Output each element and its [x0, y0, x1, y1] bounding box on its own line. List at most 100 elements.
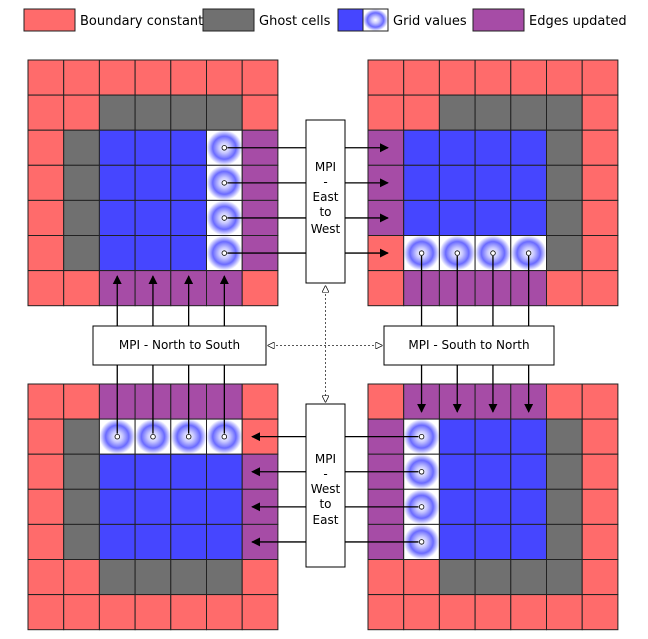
grid-cell — [403, 594, 440, 631]
grid-cell — [98, 59, 136, 96]
grid-cell — [546, 523, 583, 561]
grid-cell — [438, 523, 476, 561]
grid-cell — [27, 59, 65, 96]
grid-value-marker — [418, 469, 425, 475]
grid-cell — [510, 164, 547, 201]
grid-cell — [581, 594, 619, 631]
grid-cell — [134, 129, 172, 166]
grid-cell — [241, 270, 279, 307]
grid-cell — [581, 383, 619, 420]
grid-cell — [63, 199, 100, 236]
grid-cell — [474, 488, 512, 525]
grid-cell — [206, 523, 243, 561]
grid-cell — [98, 453, 136, 490]
grid-cell — [546, 270, 583, 307]
grid-cell — [170, 559, 208, 596]
grid-cell — [134, 488, 172, 525]
grid-cell — [403, 59, 440, 96]
grid-cell — [474, 523, 512, 561]
grid-cell — [474, 94, 512, 131]
grid-cell — [510, 594, 547, 631]
grid-cell — [510, 129, 547, 166]
grid-cell — [581, 59, 619, 96]
legend: Boundary constant Ghost cells Grid value… — [23, 8, 627, 32]
grid-value-marker — [185, 434, 192, 440]
grid-cell — [27, 418, 65, 455]
grid-cell — [206, 59, 243, 96]
grid-value-marker — [454, 250, 460, 256]
grid-cell — [367, 383, 405, 420]
grid-value-marker — [418, 434, 425, 440]
legend-item-ghost: Ghost cells — [202, 8, 331, 32]
grid-cell — [98, 235, 136, 272]
legend-swatch-grid — [337, 8, 364, 32]
grid-cell — [367, 559, 405, 596]
grid-value-marker — [418, 504, 425, 510]
legend-item-edge: Edges updated — [472, 8, 627, 32]
grid-cell — [27, 594, 65, 631]
grid-cell — [474, 164, 512, 201]
grid-cell — [98, 94, 136, 131]
legend-label-grid: Grid values — [393, 14, 467, 29]
grid-cell — [546, 199, 583, 236]
grid-cell — [581, 523, 619, 561]
mpi-box-ew-line-4: to — [319, 205, 331, 219]
grid-cell — [546, 418, 583, 455]
grid-cell — [170, 199, 208, 236]
grid-cell — [63, 270, 100, 307]
grid-value-marker — [525, 250, 532, 256]
grid-cell — [367, 594, 405, 631]
grid-cell — [98, 164, 136, 201]
grid-cell — [438, 453, 476, 490]
grid-cell — [241, 594, 279, 631]
grid-cell — [63, 235, 100, 272]
grid-cell — [438, 199, 476, 236]
grid-value-marker — [221, 215, 227, 221]
grid-cell — [63, 383, 100, 420]
grid-cell — [438, 164, 476, 201]
grid-cell — [27, 453, 65, 490]
mpi-box-we-line-2: - — [323, 467, 327, 481]
grid-cell — [367, 59, 405, 96]
grid-cell — [438, 94, 476, 131]
grid-cell — [170, 94, 208, 131]
grid-cell — [63, 559, 100, 596]
grid-cell — [403, 164, 440, 201]
grid-cell — [510, 523, 547, 561]
grid-cell — [546, 235, 583, 272]
grid-cell — [170, 164, 208, 201]
grid-cell — [134, 559, 172, 596]
grid-cell — [474, 559, 512, 596]
mpi-box-ew-line-2: - — [323, 175, 327, 189]
grid-cell — [510, 59, 547, 96]
grid-cell — [546, 594, 583, 631]
grid-cell — [206, 488, 243, 525]
grid-cell — [474, 59, 512, 96]
grid-cell — [134, 453, 172, 490]
legend-swatch-grid-glow — [362, 8, 389, 32]
grid-cell — [98, 523, 136, 561]
grid-cell — [510, 559, 547, 596]
grid-cell — [546, 383, 583, 420]
grid-cell — [474, 594, 512, 631]
legend-label-ghost: Ghost cells — [259, 14, 331, 29]
mpi-box-we-line-5: East — [313, 513, 339, 527]
legend-item-grid: Grid values — [337, 8, 467, 32]
grid-cell — [27, 559, 65, 596]
mpi-box-ns-label: MPI - North to South — [119, 338, 240, 352]
grid-cell — [27, 235, 65, 272]
grid-cell — [134, 164, 172, 201]
grid-cell — [63, 594, 100, 631]
grid-cell — [581, 270, 619, 307]
grid-cell — [98, 559, 136, 596]
grid-top-left — [27, 59, 279, 307]
grid-cell — [241, 383, 279, 420]
mpi-box-east-to-west: MPI - East to West — [305, 119, 346, 284]
mpi-box-we-line-4: to — [319, 497, 331, 511]
grid-cell — [63, 164, 100, 201]
grid-cell — [403, 129, 440, 166]
grid-cell — [438, 594, 476, 631]
grid-cell — [170, 453, 208, 490]
grid-cell — [581, 199, 619, 236]
grid-cell — [241, 94, 279, 131]
